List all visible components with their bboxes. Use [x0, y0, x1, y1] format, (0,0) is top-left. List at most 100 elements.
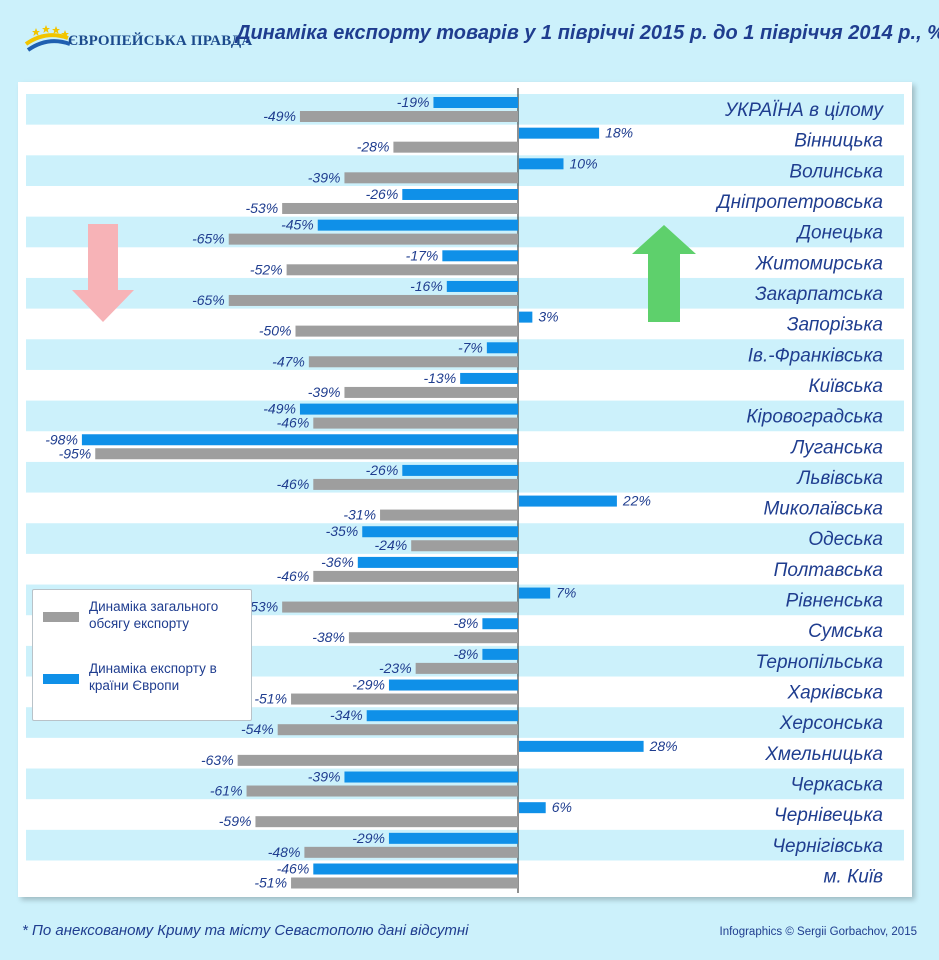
total-value-label: -65%: [192, 231, 225, 247]
legend-item-europe: Динаміка експорту в країни Європи: [43, 660, 249, 700]
total-value-label: -38%: [312, 629, 345, 645]
legend-label-europe: Динаміка експорту в країни Європи: [89, 661, 217, 693]
europe-value-label: -19%: [397, 94, 430, 110]
region-label: Тернопільська: [755, 652, 883, 673]
total-bar: [255, 816, 518, 828]
europe-bar: [402, 188, 518, 200]
total-bar: [277, 724, 518, 736]
europe-bar: [519, 158, 564, 170]
region-label: Кіровоградська: [746, 407, 883, 428]
europe-value-label: 7%: [556, 585, 576, 601]
total-value-label: -31%: [343, 507, 376, 523]
header: ЄВРОПЕЙСЬКА ПРАВДА Динаміка експорту тов…: [0, 0, 939, 80]
europe-value-label: -13%: [423, 370, 456, 386]
europe-bar: [446, 280, 518, 292]
europe-value-label: -36%: [321, 554, 354, 570]
europe-value-label: -26%: [366, 186, 399, 202]
region-label: Львівська: [795, 468, 883, 489]
europe-bar: [486, 342, 518, 354]
europe-value-label: -45%: [281, 217, 314, 233]
total-bar: [237, 754, 518, 766]
total-value-label: -49%: [263, 108, 296, 124]
europe-value-label: -8%: [453, 646, 478, 662]
europe-bar: [402, 464, 518, 476]
total-value-label: -53%: [245, 599, 278, 615]
europe-bar: [317, 219, 518, 231]
europe-bar: [357, 556, 518, 568]
region-label: Харківська: [786, 683, 883, 704]
europe-value-label: -29%: [352, 830, 385, 846]
region-label: Київська: [808, 376, 883, 397]
europe-value-label: 3%: [538, 309, 558, 325]
europe-value-label: -16%: [410, 278, 443, 294]
region-label: Хмельницька: [764, 744, 883, 765]
logo-text: ЄВРОПЕЙСЬКА ПРАВДА: [68, 33, 253, 49]
total-bar: [380, 509, 518, 521]
total-bar: [344, 172, 518, 184]
region-label: Херсонська: [779, 713, 883, 734]
europe-bar: [362, 526, 518, 538]
europe-value-label: -46%: [277, 861, 310, 877]
region-label: Черкаська: [791, 775, 884, 796]
europe-bar: [313, 863, 518, 875]
europe-bar: [460, 372, 518, 384]
europe-bar: [442, 250, 518, 262]
region-label: м. Київ: [824, 867, 884, 888]
footnote: * По анексованому Криму та місту Севасто…: [22, 922, 469, 939]
total-bar: [95, 448, 518, 460]
europe-value-label: 22%: [622, 493, 651, 509]
region-label: Рівненська: [786, 591, 883, 612]
europe-bar: [519, 127, 600, 139]
total-bar: [411, 540, 518, 552]
region-label: Закарпатська: [755, 284, 883, 305]
europe-value-label: -29%: [352, 677, 385, 693]
europe-value-label: -34%: [330, 707, 363, 723]
total-bar: [228, 233, 518, 245]
total-bar: [304, 846, 518, 858]
europe-bar: [482, 618, 518, 630]
region-label: Чернівецька: [774, 805, 883, 826]
total-bar: [282, 202, 518, 214]
region-label: Сумська: [808, 621, 883, 642]
europe-value-label: -49%: [263, 401, 296, 417]
europe-bar: [344, 771, 518, 783]
europe-value-label: -35%: [326, 523, 359, 539]
region-label: Одеська: [808, 529, 883, 550]
total-bar: [295, 325, 518, 337]
europe-value-label: 10%: [570, 155, 598, 171]
total-bar: [393, 141, 518, 153]
region-label: Донецька: [796, 223, 883, 244]
total-value-label: -65%: [192, 292, 225, 308]
region-label: Чернігівська: [772, 836, 883, 857]
europe-bar: [519, 740, 644, 752]
total-value-label: -54%: [241, 721, 274, 737]
europe-value-label: -8%: [453, 615, 478, 631]
region-label: Житомирська: [755, 253, 883, 274]
arrow-up-icon: [632, 225, 696, 322]
region-label: Дніпропетровська: [715, 192, 883, 213]
total-bar: [348, 632, 518, 644]
total-value-label: -51%: [254, 691, 287, 707]
total-value-label: -50%: [259, 323, 292, 339]
credit: Infographics © Sergii Gorbachov, 2015: [719, 926, 917, 938]
europe-bar: [388, 679, 518, 691]
total-value-label: -23%: [379, 660, 412, 676]
total-value-label: -39%: [308, 384, 341, 400]
total-bar: [313, 478, 518, 490]
region-label: Луганська: [789, 437, 883, 458]
total-value-label: -51%: [254, 875, 287, 891]
total-bar: [228, 294, 518, 306]
region-label: Вінницька: [794, 131, 883, 152]
total-bar: [308, 356, 518, 368]
europe-value-label: -26%: [366, 462, 399, 478]
legend-swatch-total: [43, 612, 79, 622]
total-bar: [286, 264, 518, 276]
total-value-label: -48%: [268, 844, 301, 860]
chart-panel: -19% -49% УКРАЇНА в цілому 18% -28% Вінницька…: [18, 82, 912, 897]
europe-bar: [482, 648, 518, 660]
total-value-label: -39%: [308, 169, 341, 185]
europe-bar: [433, 97, 518, 108]
europe-bar: [81, 434, 519, 446]
arrow-down-icon: [72, 224, 134, 322]
europe-value-label: -17%: [406, 247, 439, 263]
